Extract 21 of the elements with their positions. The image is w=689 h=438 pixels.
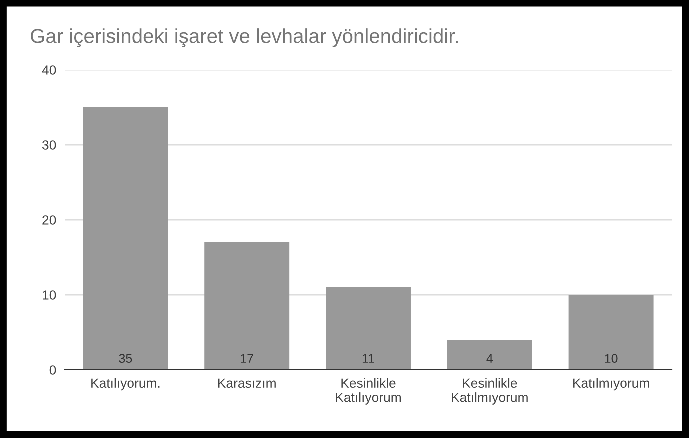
x-tick-label: Katılmıyorum: [574, 378, 650, 391]
bar: [568, 295, 654, 370]
y-tick-label: 30: [42, 140, 56, 150]
y-tick-label: 40: [42, 66, 56, 75]
bar: [83, 108, 168, 370]
y-tick-label: 20: [42, 216, 56, 225]
bar: [326, 288, 411, 370]
data-label: 17: [241, 354, 254, 363]
x-tick-label: Kesinlikle Katılmıyorum: [452, 378, 528, 405]
data-label: 4: [486, 354, 494, 363]
data-label: 35: [119, 354, 132, 364]
x-tick-label: Katılıyorum.: [92, 378, 160, 391]
data-label: 10: [605, 354, 618, 364]
chart-title: Gar içerisindeki işaret ve levhalar yönlendiricidir.: [31, 28, 458, 48]
x-tick-label: Karasızım: [218, 378, 276, 388]
y-tick-label: 0: [50, 366, 56, 375]
y-tick-label: 10: [43, 290, 56, 300]
bar: [447, 340, 532, 370]
data-label: 11: [362, 354, 374, 363]
bar: [204, 242, 290, 370]
x-tick-label: Kesinlikle Katılıyorum: [336, 378, 401, 405]
